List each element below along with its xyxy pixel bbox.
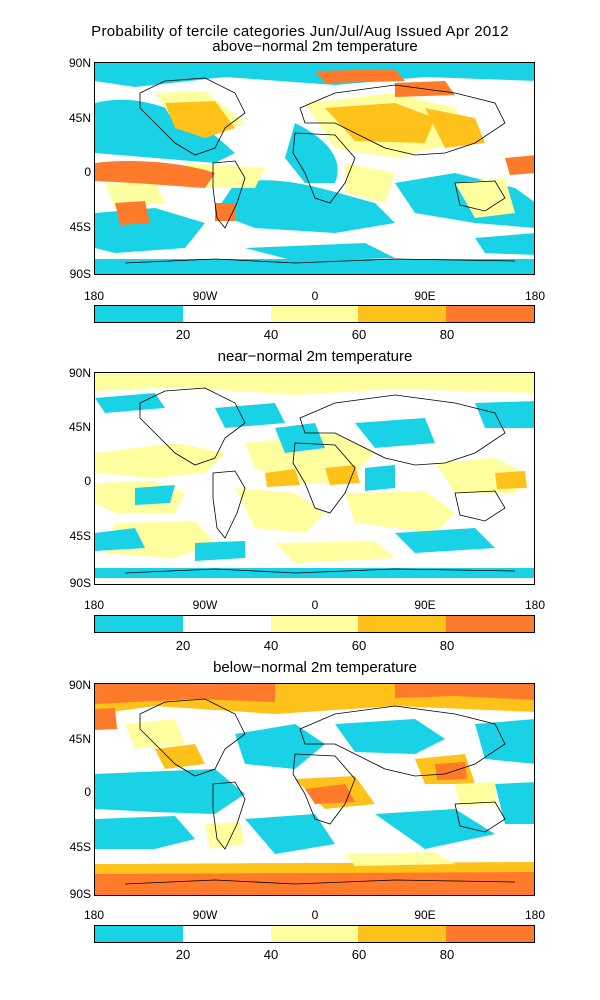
panel-title-near-normal: near−normal 2m temperature (217, 348, 413, 365)
colorbar-label-80: 80 (439, 327, 455, 342)
colorbar-segment (182, 926, 271, 942)
lat-tick-45n: 45N (68, 111, 91, 125)
colorbar-segment (446, 306, 534, 322)
lon-tick-180e: 180 (524, 289, 546, 303)
panel-title-above-normal: above−normal 2m temperature (212, 38, 418, 55)
colorbar-segment (95, 926, 183, 942)
lat-tick-45s: 45S (69, 529, 91, 543)
lat-tick-0: 0 (84, 785, 91, 799)
colorbar-segment (446, 616, 534, 632)
lat-tick-90n: 90N (68, 678, 91, 692)
lon-tick-180e: 180 (524, 598, 546, 612)
lat-tick-90s: 90S (69, 576, 91, 590)
colorbar-label-20: 20 (175, 327, 191, 342)
lat-tick-45n: 45N (68, 420, 91, 434)
colorbar-segment (182, 306, 271, 322)
lon-tick-180e: 180 (524, 908, 546, 922)
colorbar-label-80: 80 (439, 638, 455, 653)
colorbar-label-80: 80 (439, 947, 455, 962)
colorbar-label-20: 20 (175, 947, 191, 962)
colorbar-above-normal (94, 305, 535, 323)
map-near-normal (94, 372, 535, 585)
colorbar-label-40: 40 (263, 327, 279, 342)
lat-tick-45s: 45S (69, 220, 91, 234)
colorbar-segment (358, 926, 447, 942)
colorbar-below-normal (94, 925, 535, 943)
lat-tick-90n: 90N (68, 56, 91, 70)
lon-tick-90e: 90E (414, 908, 436, 922)
lon-tick-0: 0 (311, 289, 319, 303)
colorbar-label-40: 40 (263, 947, 279, 962)
colorbar-segment (270, 306, 359, 322)
colorbar-segment (358, 616, 447, 632)
lon-tick-90w: 90W (192, 908, 218, 922)
map-above-normal (94, 62, 535, 275)
lon-tick-90e: 90E (414, 598, 436, 612)
colorbar-segment (446, 926, 534, 942)
lat-tick-45s: 45S (69, 840, 91, 854)
colorbar-segment (182, 616, 271, 632)
lat-tick-0: 0 (84, 165, 91, 179)
lat-tick-0: 0 (84, 474, 91, 488)
colorbar-label-60: 60 (351, 947, 367, 962)
lat-tick-45n: 45N (68, 732, 91, 746)
lon-tick-180w: 180 (83, 289, 105, 303)
lon-tick-0: 0 (311, 908, 319, 922)
colorbar-near-normal (94, 615, 535, 633)
colorbar-label-60: 60 (351, 638, 367, 653)
map-below-normal (94, 683, 535, 896)
lat-tick-90s: 90S (69, 267, 91, 281)
lon-tick-0: 0 (311, 598, 319, 612)
lon-tick-90w: 90W (192, 289, 218, 303)
colorbar-segment (358, 306, 447, 322)
lon-tick-90e: 90E (414, 289, 436, 303)
colorbar-segment (95, 616, 183, 632)
colorbar-label-60: 60 (351, 327, 367, 342)
colorbar-label-40: 40 (263, 638, 279, 653)
figure-title: Probability of tercile categories Jun/Ju… (91, 23, 509, 40)
colorbar-segment (270, 616, 359, 632)
colorbar-segment (270, 926, 359, 942)
lon-tick-180w: 180 (83, 908, 105, 922)
lon-tick-180w: 180 (83, 598, 105, 612)
colorbar-label-20: 20 (175, 638, 191, 653)
panel-title-below-normal: below−normal 2m temperature (213, 659, 417, 676)
lat-tick-90n: 90N (68, 366, 91, 380)
colorbar-segment (95, 306, 183, 322)
lon-tick-90w: 90W (192, 598, 218, 612)
lat-tick-90s: 90S (69, 887, 91, 901)
